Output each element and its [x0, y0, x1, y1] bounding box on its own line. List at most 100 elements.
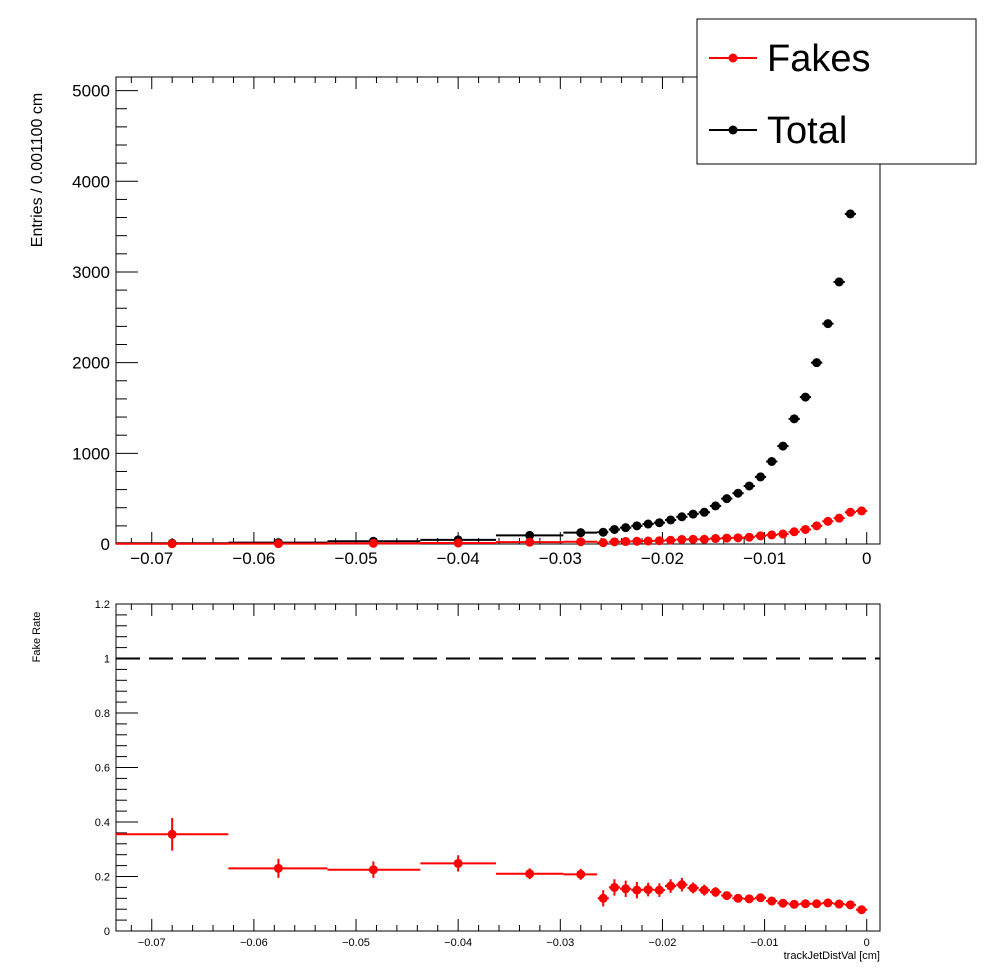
- data-point: [845, 900, 855, 910]
- legend-swatch-marker: [728, 53, 738, 63]
- data-point: [598, 538, 608, 548]
- y-axis-label: Fake Rate: [31, 612, 43, 663]
- data-point: [767, 456, 777, 466]
- x-tick-label: 0: [862, 549, 871, 568]
- data-point: [711, 887, 721, 897]
- data-point: [699, 507, 709, 517]
- data-point: [609, 537, 619, 547]
- plot-frame: [115, 603, 881, 932]
- data-point: [643, 519, 653, 529]
- data-point: [744, 481, 754, 491]
- x-tick-label: −0.06: [240, 937, 268, 949]
- data-point: [525, 530, 535, 540]
- data-point: [643, 536, 653, 546]
- data-point: [767, 530, 777, 540]
- series-total: [116, 209, 856, 548]
- data-point: [167, 539, 177, 549]
- x-tick-label: −0.03: [539, 549, 582, 568]
- x-tick-label: −0.03: [546, 937, 574, 949]
- data-point: [525, 537, 535, 547]
- data-point: [789, 527, 799, 537]
- data-point: [733, 533, 743, 543]
- y-tick-label: 5000: [72, 82, 110, 101]
- bottom-panel: −0.07 −0.06 −0.05 −0.04 −0.03 −0.02 −0.01 0 0 0.2…: [31, 599, 881, 962]
- data-point: [823, 319, 833, 329]
- data-point: [525, 869, 535, 879]
- data-point: [789, 414, 799, 424]
- data-point: [834, 899, 844, 909]
- y-tick-label: 1: [104, 654, 110, 666]
- data-point: [699, 534, 709, 544]
- data-point: [453, 538, 463, 548]
- data-point: [368, 538, 378, 548]
- data-point: [834, 513, 844, 523]
- data-point: [632, 885, 642, 895]
- data-point: [845, 507, 855, 517]
- x-tick-label: −0.06: [232, 549, 275, 568]
- x-tick-label: −0.02: [641, 549, 684, 568]
- x-tick-label: −0.05: [335, 549, 378, 568]
- x-tick-label: −0.01: [743, 549, 786, 568]
- data-point: [857, 506, 867, 516]
- data-point: [621, 537, 631, 547]
- data-point: [654, 885, 664, 895]
- y-tick-label: 0: [104, 926, 110, 938]
- data-point: [273, 863, 283, 873]
- data-point: [722, 494, 732, 504]
- y-tick-label: 4000: [72, 172, 110, 191]
- y-axis-label: Entries / 0.001100 cm: [29, 93, 46, 247]
- data-point: [167, 829, 177, 839]
- data-point: [576, 528, 586, 538]
- data-point: [778, 529, 788, 539]
- x-tick-label: −0.02: [649, 937, 677, 949]
- data-point: [368, 865, 378, 875]
- data-point: [273, 539, 283, 549]
- x-tick-label: −0.07: [138, 937, 166, 949]
- data-point: [778, 898, 788, 908]
- y-tick-label: 0: [101, 535, 110, 554]
- data-point: [666, 535, 676, 545]
- y-tick-label: 0.4: [95, 817, 110, 829]
- legend: Fakes Total: [696, 18, 977, 165]
- data-point: [834, 277, 844, 287]
- top-panel: −0.07 −0.06 −0.05 −0.04 −0.03 −0.02 −0.01 0 0 100…: [29, 76, 881, 568]
- x-tick-label: −0.01: [751, 937, 779, 949]
- data-point: [598, 527, 608, 537]
- data-point: [812, 521, 822, 531]
- data-point: [857, 905, 867, 915]
- data-point: [576, 537, 586, 547]
- data-point: [598, 893, 608, 903]
- data-point: [677, 512, 687, 522]
- data-point: [632, 536, 642, 546]
- data-point: [632, 521, 642, 531]
- legend-swatch-marker: [728, 125, 738, 135]
- data-point: [699, 885, 709, 895]
- y-tick-label: 1000: [72, 444, 110, 463]
- x-tick-label: −0.04: [437, 549, 480, 568]
- y-tick-label: 3000: [72, 263, 110, 282]
- data-point: [576, 869, 586, 879]
- data-point: [609, 882, 619, 892]
- data-point: [666, 515, 676, 525]
- data-point: [800, 392, 810, 402]
- y-tick-label: 2000: [72, 354, 110, 373]
- data-point: [654, 518, 664, 528]
- data-point: [453, 858, 463, 868]
- data-point: [812, 899, 822, 909]
- data-point: [711, 534, 721, 544]
- data-point: [767, 896, 777, 906]
- data-point: [800, 899, 810, 909]
- data-point: [688, 883, 698, 893]
- x-tick-label: 0: [864, 937, 870, 949]
- data-point: [744, 894, 754, 904]
- data-point: [609, 524, 619, 534]
- x-tick-label: −0.07: [130, 549, 173, 568]
- y-tick-label: 0.2: [95, 872, 110, 884]
- x-axis-label: trackJetDistVal [cm]: [784, 950, 880, 962]
- plot-frame: [115, 76, 881, 545]
- y-tick-label: 0.6: [95, 763, 110, 775]
- data-point: [755, 531, 765, 541]
- data-point: [666, 881, 676, 891]
- data-point: [688, 509, 698, 519]
